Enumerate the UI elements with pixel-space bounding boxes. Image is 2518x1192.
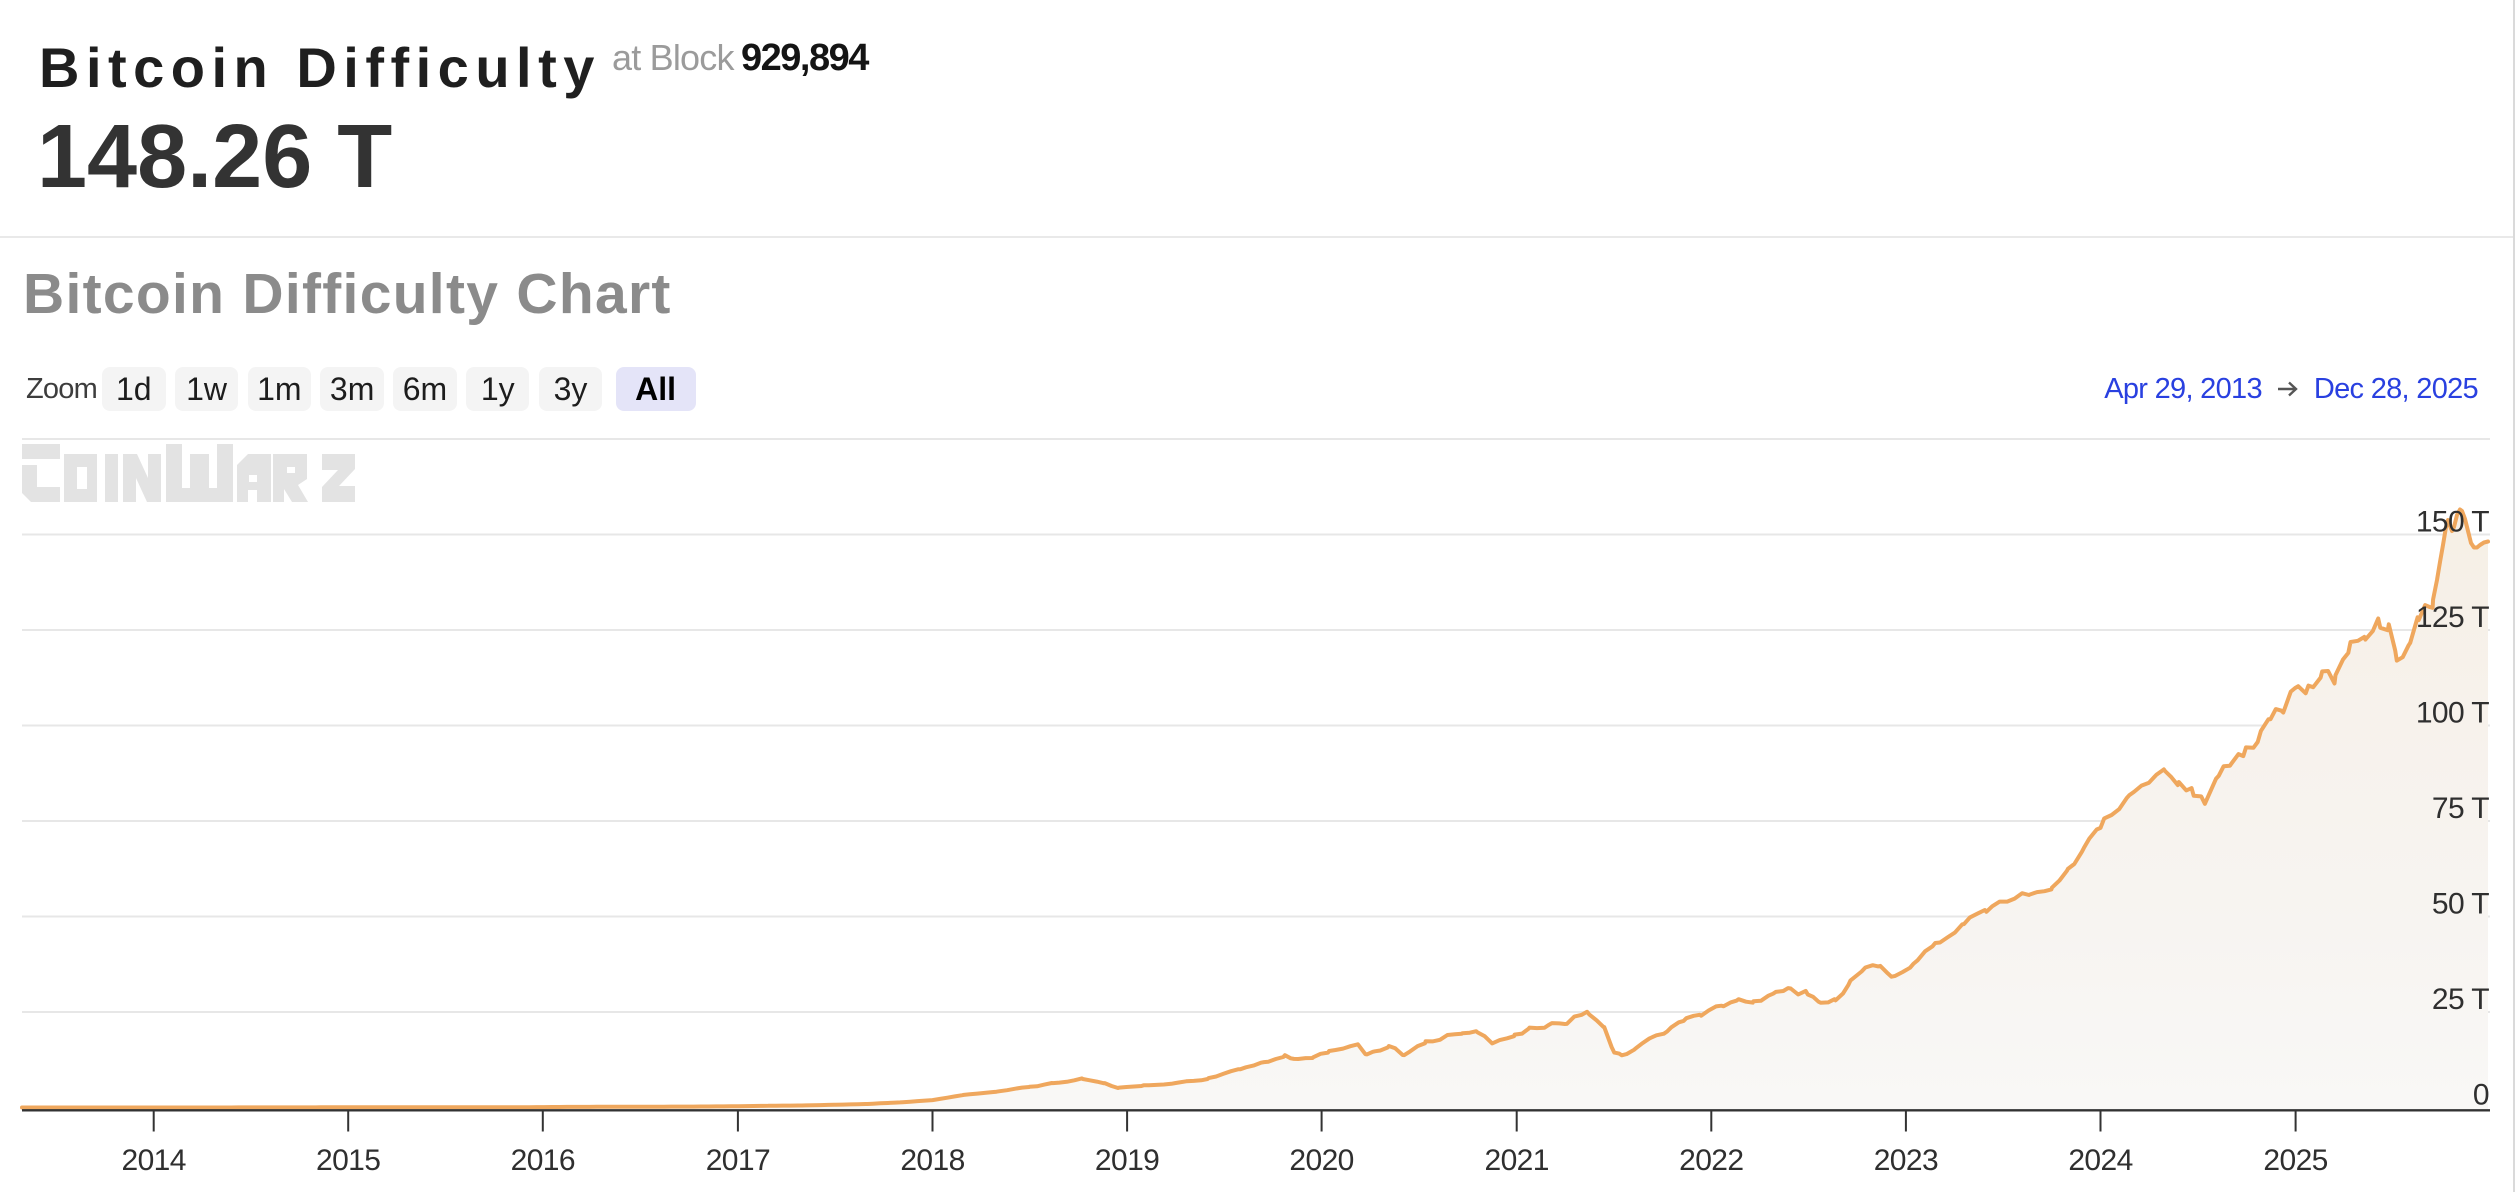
svg-text:2014: 2014 (122, 1144, 186, 1177)
svg-text:0: 0 (2473, 1079, 2489, 1112)
svg-text:2016: 2016 (511, 1144, 575, 1177)
svg-text:50 T: 50 T (2432, 888, 2489, 921)
svg-text:75 T: 75 T (2432, 792, 2489, 825)
svg-text:2020: 2020 (1289, 1144, 1353, 1177)
svg-text:125 T: 125 T (2416, 601, 2489, 634)
svg-text:150 T: 150 T (2416, 506, 2489, 539)
svg-text:2022: 2022 (1679, 1144, 1743, 1177)
svg-text:2015: 2015 (316, 1144, 380, 1177)
svg-text:2017: 2017 (706, 1144, 770, 1177)
svg-text:2021: 2021 (1485, 1144, 1549, 1177)
svg-text:2018: 2018 (900, 1144, 964, 1177)
svg-text:25 T: 25 T (2432, 983, 2489, 1016)
svg-text:100 T: 100 T (2416, 697, 2489, 730)
svg-text:2023: 2023 (1874, 1144, 1938, 1177)
svg-text:2019: 2019 (1095, 1144, 1159, 1177)
svg-text:2025: 2025 (2263, 1144, 2327, 1177)
svg-text:2024: 2024 (2068, 1144, 2132, 1177)
